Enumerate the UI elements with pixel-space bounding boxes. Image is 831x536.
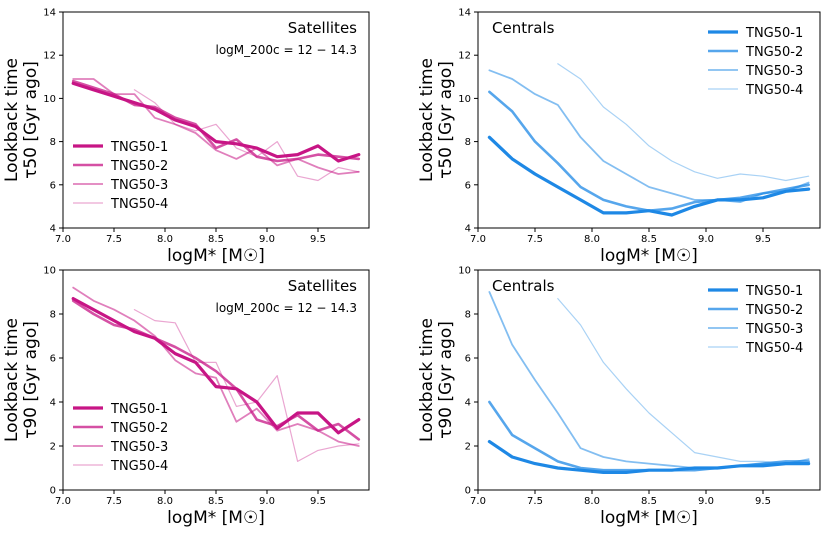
y-tick-label: 8	[50, 137, 56, 148]
y-tick-label: 12	[43, 51, 56, 62]
panel-title: Satellites	[288, 277, 357, 295]
x-tick-label: 8.0	[584, 234, 600, 245]
x-tick-label: 8.0	[157, 234, 173, 245]
y-tick-label: 4	[50, 398, 56, 409]
y-tick-label: 0	[465, 486, 471, 497]
series-line-tng50-1	[71, 297, 361, 435]
panel-title: Centrals	[492, 19, 555, 37]
x-tick-label: 8.5	[208, 496, 224, 507]
series-line-tng50-3	[488, 291, 810, 469]
halo-mass-annotation: logM_200c = 12 − 14.3	[215, 43, 357, 57]
legend-label: TNG50-1	[110, 140, 168, 155]
x-tick-label: 7.0	[470, 496, 486, 507]
y-tick-label: 4	[465, 224, 471, 235]
y-tick-label: 6	[465, 354, 471, 365]
x-axis-label: logM* [M☉]	[167, 246, 265, 266]
y-axis-label-line2: τ90 [Gyr ago]	[436, 321, 456, 439]
x-tick-label: 9.0	[259, 496, 275, 507]
x-tick-label: 7.5	[106, 496, 122, 507]
x-tick-label: 7.5	[106, 234, 122, 245]
legend-label: TNG50-3	[745, 322, 803, 337]
legend-label: TNG50-2	[110, 159, 168, 174]
x-tick-label: 9.5	[755, 234, 771, 245]
x-tick-label: 7.0	[55, 234, 71, 245]
y-axis-label-line2: τ90 [Gyr ago]	[21, 321, 41, 439]
y-tick-label: 2	[465, 442, 471, 453]
halo-mass-annotation: logM_200c = 12 − 14.3	[215, 301, 357, 315]
series-line-tng50-4	[557, 63, 810, 182]
series-line-tng50-2	[488, 90, 810, 212]
x-tick-label: 7.0	[55, 496, 71, 507]
legend-label: TNG50-4	[745, 341, 803, 356]
y-tick-label: 12	[458, 51, 471, 62]
y-tick-label: 6	[465, 180, 471, 191]
y-tick-label: 2	[50, 442, 56, 453]
y-axis-label-line1: Lookback time	[417, 318, 437, 442]
y-axis-label-line2: τ50 [Gyr ago]	[436, 61, 456, 179]
y-tick-label: 10	[43, 266, 56, 277]
x-tick-label: 8.0	[157, 496, 173, 507]
y-axis-label-line1: Lookback time	[417, 58, 437, 182]
legend-label: TNG50-3	[110, 440, 168, 455]
series-line-tng50-1	[487, 440, 811, 474]
y-tick-label: 10	[458, 94, 471, 105]
y-tick-label: 10	[43, 94, 56, 105]
x-tick-label: 8.5	[208, 234, 224, 245]
series-line-tng50-4	[133, 309, 360, 462]
y-axis-label-line1: Lookback time	[2, 58, 22, 182]
series-line-tng50-4	[557, 298, 810, 465]
y-tick-label: 6	[50, 354, 56, 365]
x-tick-label: 7.0	[470, 234, 486, 245]
x-tick-label: 9.0	[698, 496, 714, 507]
y-tick-label: 8	[50, 310, 56, 321]
x-tick-label: 8.0	[584, 496, 600, 507]
x-tick-label: 8.5	[641, 496, 657, 507]
legend-label: TNG50-3	[745, 64, 803, 79]
y-tick-label: 10	[458, 266, 471, 277]
y-tick-label: 14	[43, 8, 56, 19]
y-tick-label: 8	[465, 137, 471, 148]
legend-label: TNG50-4	[110, 459, 168, 474]
x-tick-label: 9.0	[259, 234, 275, 245]
y-tick-label: 14	[458, 8, 471, 19]
x-tick-label: 7.5	[527, 234, 543, 245]
panel-title: Satellites	[288, 19, 357, 37]
panel-title: Centrals	[492, 277, 555, 295]
legend-label: TNG50-4	[110, 197, 168, 212]
y-tick-label: 0	[50, 486, 56, 497]
y-axis-label-line1: Lookback time	[2, 318, 22, 442]
y-axis-label-line2: τ50 [Gyr ago]	[21, 61, 41, 179]
series-line-tng50-4	[133, 89, 360, 182]
series-line-tng50-3	[72, 286, 360, 447]
legend-label: TNG50-1	[745, 284, 803, 299]
y-tick-label: 8	[465, 310, 471, 321]
legend-label: TNG50-2	[110, 421, 168, 436]
x-tick-label: 9.5	[310, 496, 326, 507]
series-line-tng50-2	[71, 79, 361, 163]
x-tick-label: 8.5	[641, 234, 657, 245]
series-line-tng50-3	[72, 78, 360, 175]
x-axis-label: logM* [M☉]	[600, 246, 698, 266]
series-line-tng50-3	[488, 69, 810, 203]
legend-label: TNG50-2	[745, 303, 803, 318]
legend-label: TNG50-1	[745, 26, 803, 41]
series-line-tng50-2	[71, 299, 361, 441]
legend-label: TNG50-3	[110, 178, 168, 193]
legend-label: TNG50-2	[745, 45, 803, 60]
y-tick-label: 4	[465, 398, 471, 409]
y-tick-label: 4	[50, 224, 56, 235]
x-tick-label: 9.5	[755, 496, 771, 507]
x-tick-label: 9.0	[698, 234, 714, 245]
legend-label: TNG50-4	[745, 83, 803, 98]
x-tick-label: 9.5	[310, 234, 326, 245]
x-axis-label: logM* [M☉]	[600, 508, 698, 528]
x-tick-label: 7.5	[527, 496, 543, 507]
x-axis-label: logM* [M☉]	[167, 508, 265, 528]
y-tick-label: 6	[50, 180, 56, 191]
legend-label: TNG50-1	[110, 402, 168, 417]
